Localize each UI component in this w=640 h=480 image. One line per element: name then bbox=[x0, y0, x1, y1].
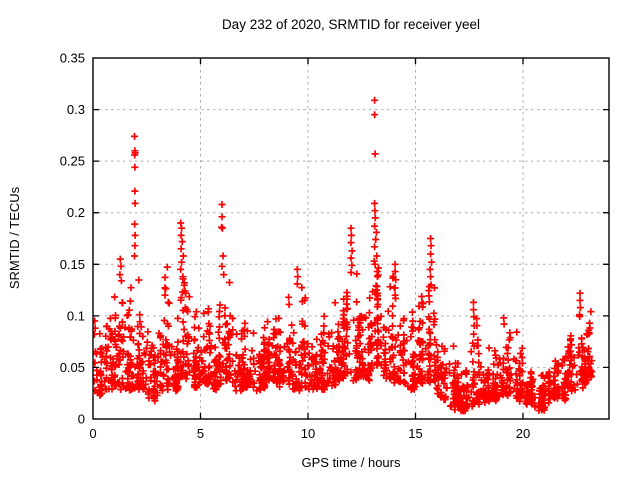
tick-marks-path bbox=[93, 58, 609, 419]
data-points-layer bbox=[93, 96, 596, 415]
axis-ticks bbox=[93, 58, 609, 419]
y-tick-label: 0.35 bbox=[60, 51, 85, 66]
y-tick-label: 0.3 bbox=[67, 102, 85, 117]
plot-border bbox=[92, 57, 610, 420]
y-tick-label: 0.2 bbox=[67, 205, 85, 220]
grid-line-path bbox=[93, 58, 609, 419]
x-tick-label: 5 bbox=[197, 426, 204, 441]
y-tick-label: 0.1 bbox=[67, 308, 85, 323]
x-tick-label: 20 bbox=[516, 426, 530, 441]
gridlines bbox=[93, 58, 609, 419]
y-tick-label: 0.05 bbox=[60, 360, 85, 375]
y-tick-label: 0.15 bbox=[60, 257, 85, 272]
scatter-plus-markers bbox=[93, 96, 596, 415]
y-tick-label: 0 bbox=[78, 412, 85, 427]
y-tick-label: 0.25 bbox=[60, 154, 85, 169]
tick-labels: 0 5 10 15 20 0 0.05 0.1 0.15 0.2 0.25 0.3 0.35 bbox=[60, 51, 531, 442]
x-tick-label: 15 bbox=[408, 426, 422, 441]
y-axis-label: SRMTID / TECUs bbox=[7, 186, 22, 289]
x-axis-label: GPS time / hours bbox=[302, 455, 401, 470]
x-tick-label: 10 bbox=[301, 426, 315, 441]
chart-title: Day 232 of 2020, SRMTID for receiver yee… bbox=[222, 17, 480, 32]
x-tick-label: 0 bbox=[89, 426, 96, 441]
